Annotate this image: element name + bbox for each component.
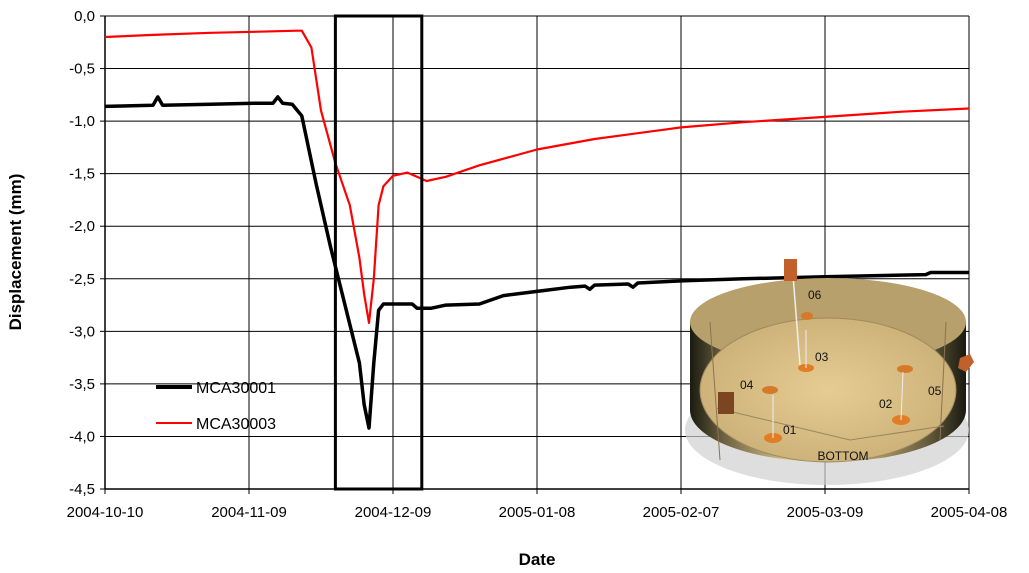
inset-label-02: 02 — [879, 397, 893, 411]
y-axis-title: Displacement (mm) — [6, 174, 25, 331]
sensor-05-bracket — [958, 354, 974, 372]
inset-label-05: 05 — [928, 384, 942, 398]
y-tick-label: -2,0 — [69, 218, 95, 235]
y-tick-label: -2,5 — [69, 271, 95, 288]
x-tick-label: 2005-04-08 — [931, 504, 1008, 521]
inset-cylinder-illustration: 06 03 04 05 02 01 BOTTOM — [685, 259, 974, 485]
x-tick-label: 2004-11-09 — [211, 504, 287, 521]
x-tick-label: 2004-12-09 — [355, 504, 432, 521]
inset-label-06: 06 — [808, 288, 822, 302]
sensor-04-bracket — [718, 392, 734, 414]
sensor-05 — [897, 365, 913, 373]
sensor-06 — [801, 312, 813, 320]
inset-caption: BOTTOM — [817, 449, 868, 463]
y-tick-label: -3,5 — [69, 376, 95, 393]
sensor-06-bracket — [784, 259, 797, 281]
x-tick-label: 2005-03-09 — [787, 504, 864, 521]
y-tick-labels: 0,0 -0,5 -1,0 -1,5 -2,0 -2,5 -3,0 -3,5 -4,0 -4,5 — [69, 8, 95, 498]
y-tick-label: 0,0 — [74, 8, 95, 25]
axes — [100, 15, 970, 494]
series-layer — [104, 29, 970, 430]
x-tick-label: 2005-01-08 — [499, 504, 576, 521]
legend: MCA30001 MCA30003 — [156, 380, 276, 433]
y-tick-label: -4,5 — [69, 481, 95, 498]
y-tick-label: -3,0 — [69, 323, 95, 340]
x-tick-labels: 2004-10-10 2004-11-09 2004-12-09 2005-01-08… — [67, 504, 1008, 521]
cylinder-floor — [699, 317, 957, 463]
y-tick-label: -4,0 — [69, 428, 95, 445]
y-tick-label: -1,5 — [69, 166, 95, 183]
legend-label-mca30003: MCA30003 — [196, 416, 276, 433]
series-line-mca30001 — [104, 95, 969, 430]
inset-label-03: 03 — [815, 350, 829, 364]
legend-label-mca30001: MCA30001 — [196, 380, 276, 397]
x-tick-label: 2004-10-10 — [67, 504, 144, 521]
series-line-mca30003 — [104, 29, 970, 324]
sensor-04 — [762, 386, 778, 394]
y-tick-label: -1,0 — [69, 113, 95, 130]
inset-label-01: 01 — [783, 423, 797, 437]
x-tick-label: 2005-02-07 — [643, 504, 720, 521]
highlight-box — [333, 14, 424, 491]
x-axis-title: Date — [519, 550, 556, 569]
inset-label-04: 04 — [740, 378, 754, 392]
y-tick-label: -0,5 — [69, 61, 95, 78]
